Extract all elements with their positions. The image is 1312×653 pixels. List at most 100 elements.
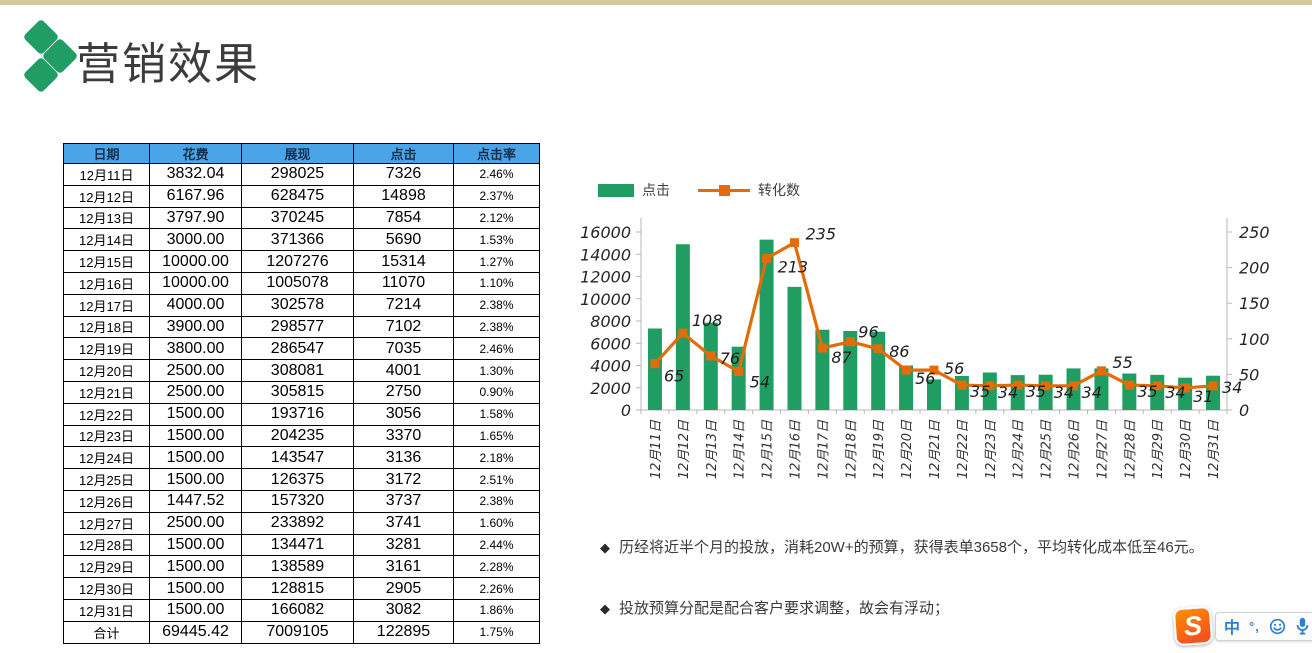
svg-text:10000: 10000 [580, 290, 631, 309]
sogou-ime-toolbar: S 中 °, [1172, 605, 1312, 647]
table-cell: 7854 [353, 206, 454, 230]
table-cell: 3900.00 [149, 315, 242, 339]
table-cell: 1.30% [453, 359, 540, 382]
table-cell: 138589 [241, 555, 354, 579]
table-cell: 2500.00 [149, 359, 242, 382]
table-cell: 1447.52 [149, 489, 242, 513]
table-cell: 305815 [241, 380, 354, 404]
table-cell: 7102 [353, 315, 454, 339]
svg-text:56: 56 [915, 369, 935, 388]
svg-text:4000: 4000 [590, 357, 631, 376]
table-cell: 1500.00 [149, 533, 242, 557]
page-title: 营销效果 [76, 40, 260, 89]
table-cell: 7035 [353, 337, 454, 361]
table-cell: 370245 [241, 206, 354, 230]
table-row: 12月23日 1500.00 204235 3370 1.65% [63, 424, 540, 448]
svg-text:12月11日: 12月11日 [649, 419, 664, 479]
table-cell: 10000.00 [149, 250, 242, 273]
svg-text:0: 0 [621, 401, 631, 420]
chinese-mode-button[interactable]: 中 [1224, 620, 1241, 637]
table-cell: 3797.90 [149, 206, 242, 230]
table-cell: 143547 [241, 446, 354, 470]
table-cell: 2.26% [453, 577, 540, 600]
table-cell: 3370 [353, 424, 454, 448]
svg-text:12月14日: 12月14日 [733, 419, 748, 479]
table-cell: 12月21日 [63, 380, 150, 404]
svg-text:12月21日: 12月21日 [928, 419, 943, 479]
table-row: 12月22日 1500.00 193716 3056 1.58% [63, 402, 540, 426]
slide-top-strip [0, 0, 1312, 5]
table-cell: 1.58% [453, 402, 540, 426]
svg-text:12月12日: 12月12日 [677, 419, 692, 479]
svg-text:54: 54 [750, 373, 770, 392]
emoji-button[interactable] [1269, 618, 1286, 635]
table-cell: 4001 [353, 359, 454, 382]
table-header-row: 日期 花费 展现 点击 点击率 [63, 143, 540, 164]
table-cell: 298577 [241, 315, 354, 339]
svg-text:12月26日: 12月26日 [1068, 419, 1083, 479]
legend-label-conversions: 转化数 [758, 182, 800, 198]
table-cell: 3136 [353, 446, 454, 470]
table-cell: 2.18% [453, 446, 540, 470]
svg-text:12月28日: 12月28日 [1123, 419, 1138, 479]
table-row: 12月31日 1500.00 166082 3082 1.86% [63, 598, 540, 622]
table-body: 12月11日 3832.04 298025 7326 2.46% 12月12日 6167.9… [63, 163, 540, 644]
bar-series-clicks [647, 239, 1221, 410]
table-cell: 合计 [63, 620, 150, 644]
table-cell: 12月31日 [63, 598, 150, 622]
svg-text:12月31日: 12月31日 [1207, 419, 1222, 479]
ime-status-bar: 中 °, [1215, 611, 1312, 641]
table-cell: 1500.00 [149, 446, 242, 470]
table-cell: 5690 [353, 228, 454, 252]
table-cell: 628475 [241, 184, 354, 208]
table-cell: 1500.00 [149, 577, 242, 600]
table-row: 12月21日 2500.00 305815 2750 0.90% [63, 380, 540, 404]
note-line-1: ◆ 历经将近半个月的投放，消耗20W+的预算，获得表单3658个，平均转化成本低至… [600, 536, 1204, 557]
column-header: 点击 [353, 143, 454, 164]
svg-text:35: 35 [1026, 382, 1046, 401]
svg-text:12月17日: 12月17日 [816, 419, 831, 479]
svg-text:16000: 16000 [580, 223, 631, 242]
punctuation-button[interactable]: °, [1249, 618, 1260, 634]
table-row: 12月25日 1500.00 126375 3172 2.51% [63, 468, 540, 491]
table-cell: 12月24日 [63, 446, 150, 470]
svg-text:12月13日: 12月13日 [705, 419, 720, 479]
svg-text:250: 250 [1239, 223, 1270, 242]
table-cell: 2.28% [453, 555, 540, 579]
table-cell: 12月14日 [63, 228, 150, 252]
table-row: 12月13日 3797.90 370245 7854 2.12% [63, 206, 540, 230]
table-cell: 204235 [241, 424, 354, 448]
table-cell: 3082 [353, 598, 454, 622]
svg-text:12月19日: 12月19日 [872, 419, 887, 479]
table-cell: 2.44% [453, 533, 540, 557]
sogou-logo-button[interactable]: S [1172, 605, 1214, 647]
table-cell: 302578 [241, 293, 354, 317]
table-row: 12月17日 4000.00 302578 7214 2.38% [63, 293, 540, 317]
table-cell: 10000.00 [149, 271, 242, 295]
table-cell: 1.53% [453, 228, 540, 252]
line-data-labels: 65 108 76 54 213 235 87 96 86 56 56 35 34 35 34 34 55 35 3… [664, 225, 1242, 406]
diamond-bullet-icon: ◆ [600, 540, 610, 555]
svg-text:65: 65 [664, 367, 684, 386]
table-cell: 12月18日 [63, 315, 150, 339]
combo-chart-canvas: 0 2000 4000 6000 8000 10000 12000 14000 16000 0 50… [580, 218, 1270, 479]
svg-text:2000: 2000 [590, 379, 631, 398]
table-row: 12月26日 1447.52 157320 3737 2.38% [63, 489, 540, 513]
table-cell: 69445.42 [149, 620, 242, 644]
svg-text:12月18日: 12月18日 [844, 419, 859, 479]
note-text: 投放预算分配是配合客户要求调整，故会有浮动； [619, 600, 950, 617]
table-row: 12月30日 1500.00 128815 2905 2.26% [63, 577, 540, 600]
table-cell: 12月28日 [63, 533, 150, 557]
table-cell: 7326 [353, 163, 454, 186]
svg-text:34: 34 [998, 383, 1018, 402]
svg-text:12月29日: 12月29日 [1151, 419, 1166, 479]
svg-text:34: 34 [1165, 383, 1185, 402]
table-cell: 12月12日 [63, 184, 150, 208]
voice-input-button[interactable] [1295, 617, 1310, 635]
table-cell: 2905 [353, 577, 454, 600]
table-cell: 12月13日 [63, 206, 150, 230]
table-cell: 3281 [353, 533, 454, 557]
svg-text:213: 213 [778, 257, 809, 276]
svg-text:35: 35 [1137, 382, 1157, 401]
svg-text:8000: 8000 [590, 312, 631, 331]
